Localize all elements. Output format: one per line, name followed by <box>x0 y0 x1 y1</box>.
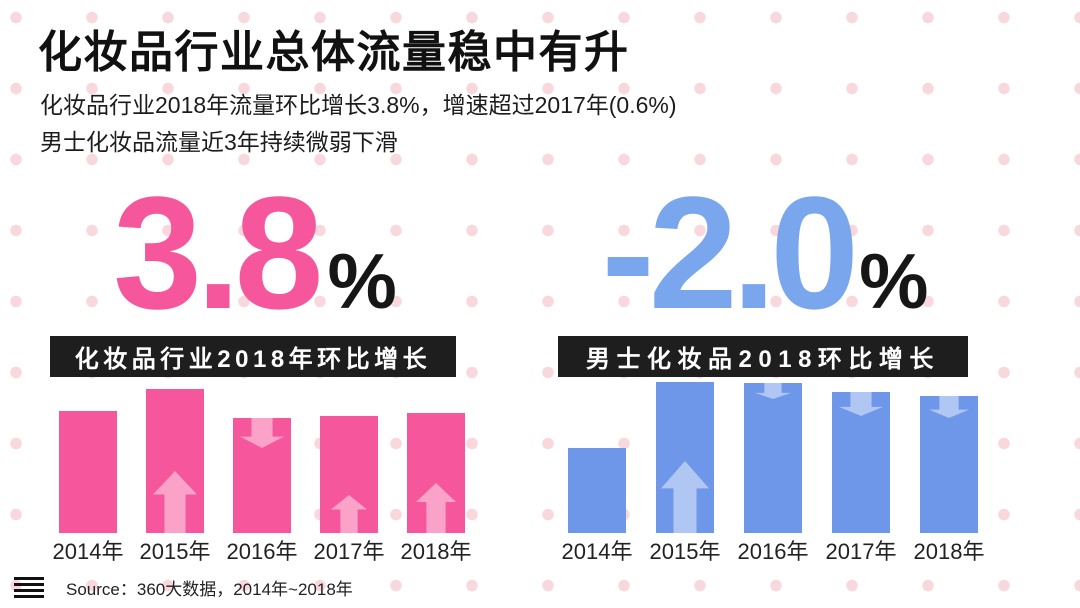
down-arrow-icon <box>240 418 284 448</box>
bar-cell-2016年: 2016年 <box>227 418 297 563</box>
bar-cell-2017年: 2017年 <box>314 416 384 563</box>
source-text: Source：360大数据，2014年~2018年 <box>66 580 353 599</box>
bar-cell-2015年: 2015年 <box>140 389 210 563</box>
year-label-2014年: 2014年 <box>561 539 633 564</box>
bar-cell-2016年: 2016年 <box>738 383 808 563</box>
bar-chart-mens: 2014年 2015年 2016年 2017年 2018年 <box>562 377 984 563</box>
up-arrow-icon <box>416 483 456 533</box>
headline-stat-cosmetics: 3.8 % <box>40 173 470 333</box>
bar-cell-2018年: 2018年 <box>401 413 471 563</box>
bar-2016年 <box>744 383 802 533</box>
year-label-2017年: 2017年 <box>313 539 385 564</box>
cosmetics-industry-panel: 3.8 % 化妆品行业2018年环比增长 2014年 2015年 2016年 2017… <box>40 0 471 608</box>
bar-2014年 <box>59 411 117 533</box>
up-arrow-icon <box>153 471 197 533</box>
up-arrow-icon <box>331 495 367 533</box>
year-label-2018年: 2018年 <box>913 539 985 564</box>
year-label-2016年: 2016年 <box>737 539 809 564</box>
stat-value-mens: -2.0 <box>601 163 859 342</box>
mens-cosmetics-panel: -2.0 % 男士化妆品2018环比增长 2014年 2015年 2016年 2017… <box>550 0 984 608</box>
bar-2018年 <box>407 413 465 533</box>
year-label-2015年: 2015年 <box>139 539 211 564</box>
stat-value-cosmetics: 3.8 <box>113 163 323 342</box>
subtitle-line-2: 男士化妆品流量近3年持续微弱下滑 <box>40 129 398 155</box>
down-arrow-icon <box>929 396 969 418</box>
bar-2014年 <box>568 448 626 533</box>
bar-cell-2017年: 2017年 <box>826 392 896 563</box>
down-arrow-icon <box>839 392 883 416</box>
bar-2017年 <box>832 392 890 533</box>
bar-2017年 <box>320 416 378 533</box>
percent-sign: % <box>859 237 929 325</box>
bar-cell-2018年: 2018年 <box>914 396 984 563</box>
year-label-2017年: 2017年 <box>825 539 897 564</box>
bar-chart-cosmetics: 2014年 2015年 2016年 2017年 2018年 <box>53 377 471 563</box>
bar-2015年 <box>656 382 714 533</box>
bar-2018年 <box>920 396 978 533</box>
headline-stat-mens: -2.0 % <box>550 173 980 333</box>
bar-2015年 <box>146 389 204 533</box>
source-footer: Source：360大数据，2014年~2018年 <box>14 575 353 600</box>
page-title: 化妆品行业总体流量稳中有升 <box>38 28 630 77</box>
bar-2016年 <box>233 418 291 533</box>
chart-title-banner-mens: 男士化妆品2018环比增长 <box>558 336 968 377</box>
year-label-2016年: 2016年 <box>226 539 298 564</box>
percent-sign: % <box>327 237 397 325</box>
chart-title-banner-cosmetics: 化妆品行业2018年环比增长 <box>50 336 456 377</box>
up-arrow-icon <box>661 461 709 533</box>
down-arrow-icon <box>755 383 791 399</box>
menu-lines-icon <box>14 576 44 599</box>
year-label-2018年: 2018年 <box>400 539 472 564</box>
year-label-2014年: 2014年 <box>52 539 124 564</box>
bar-cell-2014年: 2014年 <box>53 411 123 563</box>
bar-cell-2015年: 2015年 <box>650 382 720 563</box>
bar-cell-2014年: 2014年 <box>562 448 632 563</box>
year-label-2015年: 2015年 <box>649 539 721 564</box>
subtitle-line-1: 化妆品行业2018年流量环比增长3.8%，增速超过2017年(0.6%) <box>40 92 677 118</box>
